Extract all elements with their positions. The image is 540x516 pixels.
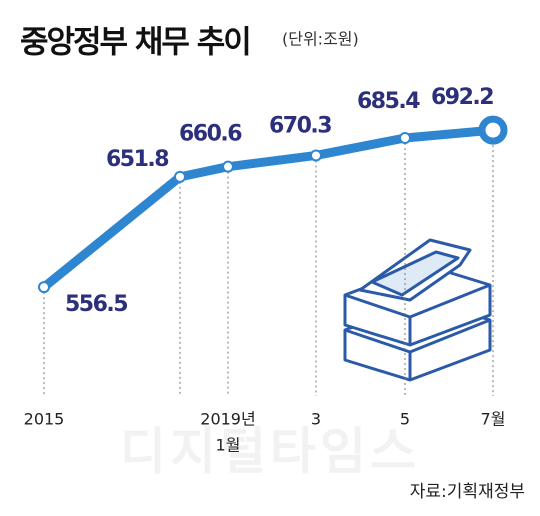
source: 자료:기획재정부 [410, 482, 525, 502]
point [399, 131, 411, 144]
x-tick-label: 5 [400, 410, 410, 429]
x-tick-label: 7월 [481, 410, 506, 429]
line [39, 125, 498, 292]
x-tick-sublabel: 1월 [216, 436, 241, 455]
x-tick-label: 2019년 [200, 410, 255, 429]
point [222, 160, 234, 173]
value-label: 670.3 [269, 113, 331, 138]
value-label: 556.5 [65, 292, 127, 317]
watermark: 디지털타임스 [120, 423, 420, 481]
point [478, 115, 508, 145]
value-label: 660.6 [179, 122, 242, 147]
value-label: 685.4 [357, 89, 420, 114]
x-tick-label: 2015 [24, 410, 65, 429]
value-label: 692.2 [431, 85, 493, 110]
value-label: 651.8 [106, 147, 168, 172]
point [174, 170, 186, 183]
point [310, 149, 322, 162]
chart-title: 중앙정부 채무 추이 [20, 25, 250, 61]
chart-subtitle: (단위:조원) [282, 30, 359, 49]
x-tick-label: 3 [311, 410, 321, 429]
money-icon [343, 238, 492, 382]
point [38, 281, 50, 294]
